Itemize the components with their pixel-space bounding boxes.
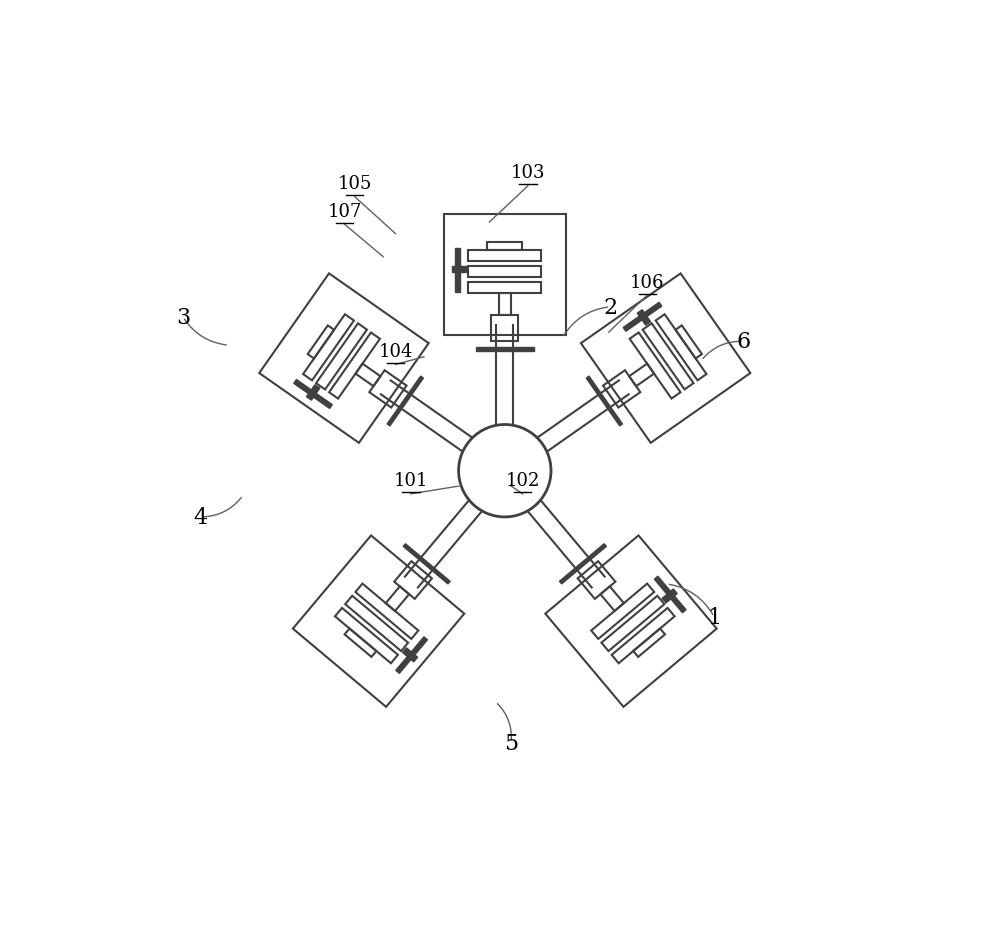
Bar (468, 251, 541, 261)
Bar (452, 267, 466, 273)
Bar (476, 349, 534, 351)
Text: 103: 103 (511, 164, 545, 182)
Bar (586, 376, 622, 426)
Bar (308, 326, 334, 359)
Bar (643, 324, 694, 390)
Bar (444, 214, 566, 336)
Bar (545, 536, 717, 707)
Text: 2: 2 (603, 297, 617, 318)
Text: 6: 6 (736, 331, 751, 353)
Bar (491, 315, 518, 342)
Bar (603, 371, 640, 408)
Bar (396, 637, 427, 674)
Bar (355, 584, 418, 640)
Text: 4: 4 (194, 506, 208, 528)
Bar (654, 577, 686, 613)
Bar (656, 315, 707, 381)
Text: 107: 107 (327, 202, 362, 221)
Bar (468, 283, 541, 294)
Bar (601, 596, 664, 652)
Bar (600, 587, 624, 611)
Bar (394, 562, 432, 599)
Bar (633, 629, 665, 657)
Bar (345, 629, 376, 657)
Bar (623, 303, 662, 332)
Bar (487, 243, 522, 251)
Text: 106: 106 (630, 273, 664, 291)
Bar (662, 590, 677, 603)
Bar (293, 536, 464, 707)
Text: 5: 5 (504, 732, 518, 755)
Bar (578, 562, 615, 599)
Bar (630, 333, 680, 400)
Text: 102: 102 (505, 472, 540, 489)
Bar (455, 248, 460, 292)
Text: 104: 104 (378, 342, 413, 361)
Bar (612, 608, 675, 664)
Bar (387, 376, 423, 426)
Bar (386, 587, 409, 611)
Bar (403, 544, 450, 584)
Bar (316, 324, 367, 390)
Bar (306, 386, 320, 400)
Bar (329, 333, 380, 400)
Bar (403, 648, 418, 662)
Text: 105: 105 (337, 175, 372, 193)
Bar (591, 584, 654, 640)
Bar (303, 315, 354, 381)
Text: 101: 101 (394, 472, 428, 489)
Bar (335, 608, 398, 664)
Bar (637, 311, 651, 325)
Bar (259, 274, 429, 443)
Bar (356, 364, 380, 387)
Bar (676, 326, 702, 359)
Text: 3: 3 (176, 307, 190, 328)
Bar (581, 274, 750, 443)
Bar (369, 371, 407, 408)
Bar (499, 294, 511, 315)
Bar (468, 267, 541, 277)
Bar (559, 544, 606, 584)
Bar (629, 364, 654, 387)
Bar (294, 380, 332, 409)
Bar (345, 596, 408, 652)
Text: 1: 1 (707, 606, 721, 629)
